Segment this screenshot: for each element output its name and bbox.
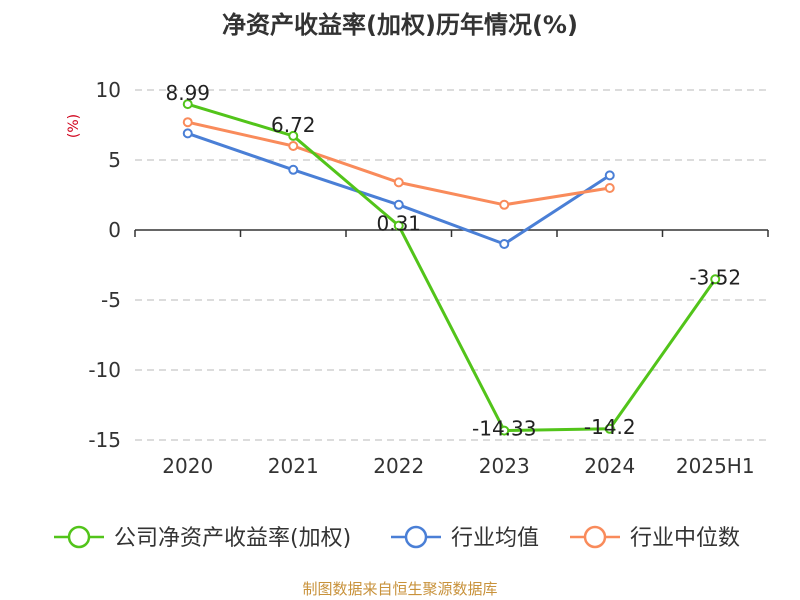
y-tick-label: -10 [88,358,121,382]
legend-marker [67,525,91,549]
data-point [393,220,404,231]
series-line [187,120,610,207]
legend-label: 行业均值 [451,526,539,551]
data-point [288,141,299,151]
legend-label: 公司净资产收益率(加权) [114,526,351,551]
data-point [393,177,404,188]
source-note: 制图数据来自恒生聚源数据库 [302,580,497,598]
data-point [182,117,193,128]
data-label: 6.72 [271,113,316,137]
x-tick-label: 2022 [373,454,424,478]
data-point [288,130,299,141]
data-label: -14.33 [472,417,536,441]
data-point [499,199,510,210]
y-tick-label: 10 [96,78,121,102]
data-point [604,423,615,434]
x-tick-label: 2023 [479,454,530,478]
legend-marker [583,525,607,549]
x-tick-label: 2020 [162,454,213,478]
data-label: -3.52 [689,265,741,289]
legend-label: 行业中位数 [630,526,740,551]
series-line [187,102,717,433]
x-axis [134,229,769,237]
x-axis-ticks: 2020 2021 2022 2023 2024 2025H1 [162,454,754,478]
chart-title: 净资产收益率(加权)历年情况(%) [222,11,578,39]
data-point [710,274,721,285]
data-label: 8.99 [165,81,210,105]
y-tick-label: -5 [101,288,121,312]
data-labels: 8.99 6.72 0.31 -14.33 -14.2 -3.52 [165,81,741,440]
data-point [604,170,615,181]
x-tick-label: 2024 [584,454,635,478]
data-point [393,199,404,210]
data-label: -14.2 [584,415,636,439]
legend-marker [404,525,428,549]
y-axis-label: (%) [66,114,82,138]
y-axis-ticks: 10 5 0 -5 -10 -15 [88,78,121,452]
data-point [182,99,193,110]
data-point [499,425,510,436]
x-tick-label: 2025H1 [676,454,755,478]
data-point [499,239,510,249]
x-tick-label: 2021 [268,454,319,478]
data-point [604,183,615,193]
y-tick-label: -15 [88,428,121,452]
data-point [182,128,193,139]
y-tick-label: 0 [108,218,121,242]
data-point [288,164,299,175]
data-label: 0.31 [376,212,421,236]
y-tick-label: 5 [108,148,121,172]
legend: 公司净资产收益率(加权) 行业均值 行业中位数 [54,525,740,551]
series-lines [182,99,721,436]
gridlines [135,89,768,441]
